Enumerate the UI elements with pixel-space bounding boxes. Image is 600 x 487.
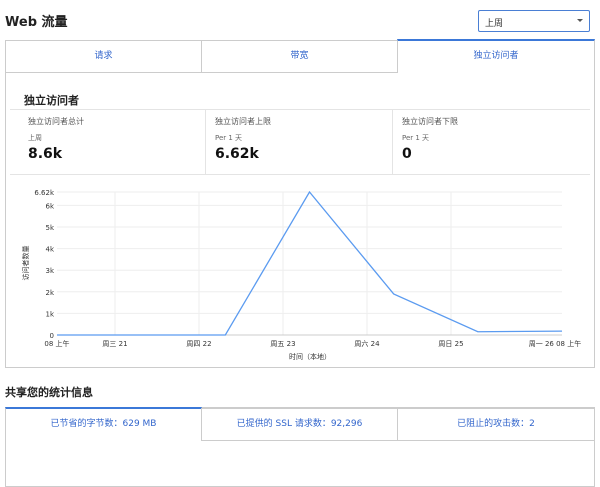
x-tick-label: 08 上午 [44,339,69,348]
stat-sub: 上周 [28,133,84,143]
divider [10,109,590,110]
tab-bytes-saved[interactable]: 已节省的字节数：629 MB [5,407,202,440]
stat-value: 0 [402,146,458,162]
x-tick-label: 周四 22 [186,340,211,348]
tab-attacks-blocked[interactable]: 已阻止的攻击数：2 [397,408,595,441]
y-tick-label: 4k [45,246,54,254]
x-tick-label: 周六 24 [354,339,380,348]
stat-value: 8.6k [28,146,84,162]
y-tick-label: 6.62k [34,189,55,197]
stat-total: 独立访问者总计上周 8.6k [28,116,84,162]
y-tick-label: 2k [45,289,54,297]
stat-sub: Per 1 天 [402,133,458,143]
visitors-chart: 0 1k 2k 3k 4k 5k 6k 6.62k 08 上午 周三 21 周四 22 周五 23 周六… [0,180,600,365]
stat-label: 独立访问者总计 [28,116,84,127]
tab-bandwidth[interactable]: 带宽 [201,40,398,73]
stat-label: 独立访问者下限 [402,116,458,127]
tab-requests[interactable]: 请求 [5,40,202,73]
share-title: 共享您的统计信息 [5,384,93,400]
y-axis-label: 访问者数量 [21,246,30,281]
stat-max: 独立访问者上限 Per 1 天 6.62k [215,116,271,162]
x-axis-label: 时间（本地） [289,352,331,361]
divider [205,110,206,174]
stat-sub: Per 1 天 [215,133,271,143]
y-tick-label: 1k [45,310,54,318]
y-tick-label: 0 [50,332,54,340]
x-tick-label: 周五 23 [270,340,295,348]
x-tick-label: 周三 21 [102,340,127,348]
y-tick-label: 6k [45,202,54,210]
page-title: Web 流量 [5,11,68,30]
stat-min: 独立访问者下限 Per 1 天 0 [402,116,458,162]
y-tick-label: 5k [45,224,54,232]
tab-ssl-requests[interactable]: 已提供的 SSL 请求数：92,296 [201,408,398,441]
chevron-down-icon [577,19,583,22]
section-title: 独立访问者 [24,92,79,108]
range-select-value: 上周 [485,19,503,29]
stat-label: 独立访问者上限 [215,116,271,127]
x-tick-label: 周日 25 [438,340,463,348]
stat-value: 6.62k [215,146,271,162]
tab-unique-visitors[interactable]: 独立访问者 [397,39,595,72]
divider [10,174,590,175]
range-select[interactable]: 上周 [478,10,590,32]
x-tick-label: 周一 26 08 上午 [529,339,582,348]
y-tick-label: 3k [45,267,54,275]
divider [392,110,393,174]
